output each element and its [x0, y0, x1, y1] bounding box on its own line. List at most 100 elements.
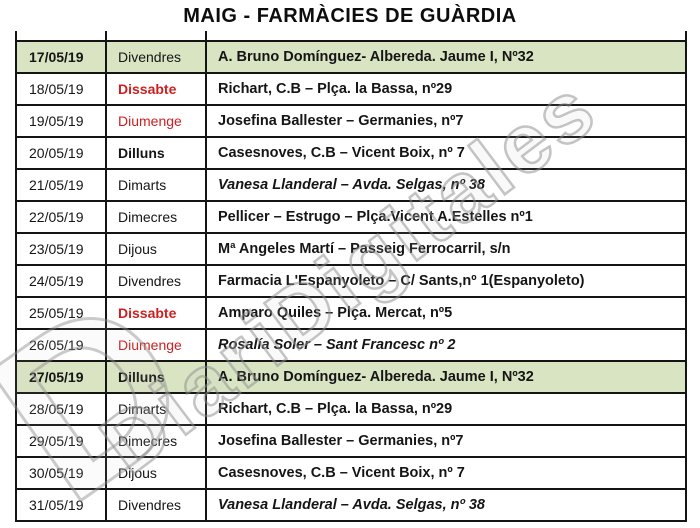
- date-value: 24/05/19: [29, 273, 84, 289]
- day-cell: Dimecres: [107, 202, 207, 232]
- table-row: 21/05/19 Dimarts Vanesa Llanderal – Avda…: [17, 170, 685, 202]
- day-cell: Dijous: [107, 458, 207, 488]
- day-cell: Divendres: [107, 490, 207, 520]
- date-cell: 30/05/19: [17, 458, 107, 488]
- pharmacy-cell: Vanesa Llanderal – Avda. Selgas, nº 38: [207, 490, 685, 520]
- date-value: 19/05/19: [29, 113, 84, 129]
- day-cell: Dissabte: [107, 298, 207, 328]
- date-value: 25/05/19: [29, 305, 84, 321]
- pharmacy-value: Amparo Quiles – Plça. Mercat, nº5: [218, 305, 453, 321]
- date-value: 21/05/19: [29, 177, 84, 193]
- table-row: 31/05/19 Divendres Vanesa Llanderal – Av…: [17, 490, 685, 520]
- day-cell: Diumenge: [107, 106, 207, 136]
- day-cell: Divendres: [107, 266, 207, 296]
- date-cell: 23/05/19: [17, 234, 107, 264]
- date-cell: 22/05/19: [17, 202, 107, 232]
- date-cell: 25/05/19: [17, 298, 107, 328]
- day-value: Dijous: [118, 241, 157, 257]
- table-row: 23/05/19 Dijous Mª Angeles Martí – Passe…: [17, 234, 685, 266]
- pharmacy-cell: Vanesa Llanderal – Avda. Selgas, nº 38: [207, 170, 685, 200]
- pharmacy-cell: Josefina Ballester – Germanies, nº7: [207, 106, 685, 136]
- table-row: 27/05/19 Dilluns A. Bruno Domínguez- Alb…: [17, 362, 685, 394]
- table-row: 29/05/19 Dimecres Josefina Ballester – G…: [17, 426, 685, 458]
- table-top-strip: [17, 31, 685, 42]
- pharmacy-value: Pellicer – Estrugo – Plça.Vicent A.Estel…: [218, 209, 533, 225]
- pharmacy-cell: Josefina Ballester – Germanies, nº7: [207, 426, 685, 456]
- pharmacy-value: Richart, C.B – Plça. la Bassa, nº29: [218, 81, 453, 97]
- top-strip-cell-date: [17, 31, 107, 40]
- table-row: 25/05/19 Dissabte Amparo Quiles – Plça. …: [17, 298, 685, 330]
- date-value: 17/05/19: [29, 49, 84, 65]
- pharmacy-value: Vanesa Llanderal – Avda. Selgas, nº 38: [218, 177, 485, 193]
- date-cell: 27/05/19: [17, 362, 107, 392]
- date-cell: 29/05/19: [17, 426, 107, 456]
- day-value: Dissabte: [118, 305, 177, 321]
- pharmacy-cell: Pellicer – Estrugo – Plça.Vicent A.Estel…: [207, 202, 685, 232]
- day-cell: Divendres: [107, 42, 207, 72]
- guard-schedule-table: 17/05/19 Divendres A. Bruno Domínguez- A…: [15, 31, 687, 522]
- day-value: Dimecres: [118, 209, 178, 225]
- date-value: 26/05/19: [29, 337, 84, 353]
- table-row: 28/05/19 Dimarts Richart, C.B – Plça. la…: [17, 394, 685, 426]
- page-title: MAIG - FARMÀCIES DE GUÀRDIA: [183, 5, 517, 27]
- date-cell: 19/05/19: [17, 106, 107, 136]
- date-value: 28/05/19: [29, 401, 84, 417]
- pharmacy-cell: Richart, C.B – Plça. la Bassa, nº29: [207, 74, 685, 104]
- day-value: Divendres: [118, 49, 182, 65]
- pharmacy-value: A. Bruno Domínguez- Albereda. Jaume I, N…: [218, 369, 534, 385]
- day-cell: Dijous: [107, 234, 207, 264]
- day-value: Dimecres: [118, 433, 178, 449]
- table-row: 17/05/19 Divendres A. Bruno Domínguez- A…: [17, 42, 685, 74]
- pharmacy-cell: Casesnoves, C.B – Vicent Boix, nº 7: [207, 458, 685, 488]
- top-strip-cell-pharmacy: [207, 31, 685, 40]
- date-cell: 26/05/19: [17, 330, 107, 360]
- day-value: Diumenge: [118, 337, 182, 353]
- pharmacy-cell: Richart, C.B – Plça. la Bassa, nº29: [207, 394, 685, 424]
- date-cell: 31/05/19: [17, 490, 107, 520]
- pharmacy-cell: A. Bruno Domínguez- Albereda. Jaume I, N…: [207, 362, 685, 392]
- pharmacy-value: Vanesa Llanderal – Avda. Selgas, nº 38: [218, 497, 485, 513]
- table-row: 24/05/19 Divendres Farmacia L'Espanyolet…: [17, 266, 685, 298]
- day-value: Dissabte: [118, 81, 177, 97]
- pharmacy-cell: Casesnoves, C.B – Vicent Boix, nº 7: [207, 138, 685, 168]
- day-value: Dilluns: [118, 145, 165, 161]
- day-cell: Dimecres: [107, 426, 207, 456]
- pharmacy-cell: Mª Angeles Martí – Passeig Ferrocarril, …: [207, 234, 685, 264]
- date-value: 22/05/19: [29, 209, 84, 225]
- date-cell: 18/05/19: [17, 74, 107, 104]
- date-value: 27/05/19: [29, 369, 84, 385]
- pharmacy-cell: Farmacia L'Espanyoleto – C/ Sants,nº 1(E…: [207, 266, 685, 296]
- top-strip-cell-day: [107, 31, 207, 40]
- pharmacy-value: Mª Angeles Martí – Passeig Ferrocarril, …: [218, 241, 511, 257]
- day-cell: Dilluns: [107, 362, 207, 392]
- day-value: Dijous: [118, 465, 157, 481]
- table-row: 19/05/19 Diumenge Josefina Ballester – G…: [17, 106, 685, 138]
- day-value: Divendres: [118, 497, 182, 513]
- date-cell: 24/05/19: [17, 266, 107, 296]
- pharmacy-value: A. Bruno Domínguez- Albereda. Jaume I, N…: [218, 49, 534, 65]
- day-value: Dilluns: [118, 369, 165, 385]
- pharmacy-value: Casesnoves, C.B – Vicent Boix, nº 7: [218, 145, 465, 161]
- table-row: 22/05/19 Dimecres Pellicer – Estrugo – P…: [17, 202, 685, 234]
- pharmacy-value: Josefina Ballester – Germanies, nº7: [218, 113, 464, 129]
- date-value: 20/05/19: [29, 145, 84, 161]
- pharmacy-cell: A. Bruno Domínguez- Albereda. Jaume I, N…: [207, 42, 685, 72]
- date-value: 29/05/19: [29, 433, 84, 449]
- pharmacy-cell: Amparo Quiles – Plça. Mercat, nº5: [207, 298, 685, 328]
- date-cell: 21/05/19: [17, 170, 107, 200]
- day-cell: Dilluns: [107, 138, 207, 168]
- date-value: 31/05/19: [29, 497, 84, 513]
- table-row: 30/05/19 Dijous Casesnoves, C.B – Vicent…: [17, 458, 685, 490]
- day-cell: Dissabte: [107, 74, 207, 104]
- date-cell: 20/05/19: [17, 138, 107, 168]
- date-value: 23/05/19: [29, 241, 84, 257]
- date-cell: 17/05/19: [17, 42, 107, 72]
- day-value: Dimarts: [118, 177, 167, 193]
- day-value: Dimarts: [118, 401, 167, 417]
- day-cell: Diumenge: [107, 330, 207, 360]
- day-value: Diumenge: [118, 113, 182, 129]
- day-cell: Dimarts: [107, 170, 207, 200]
- pharmacy-value: Farmacia L'Espanyoleto – C/ Sants,nº 1(E…: [218, 273, 585, 289]
- pharmacy-value: Josefina Ballester – Germanies, nº7: [218, 433, 464, 449]
